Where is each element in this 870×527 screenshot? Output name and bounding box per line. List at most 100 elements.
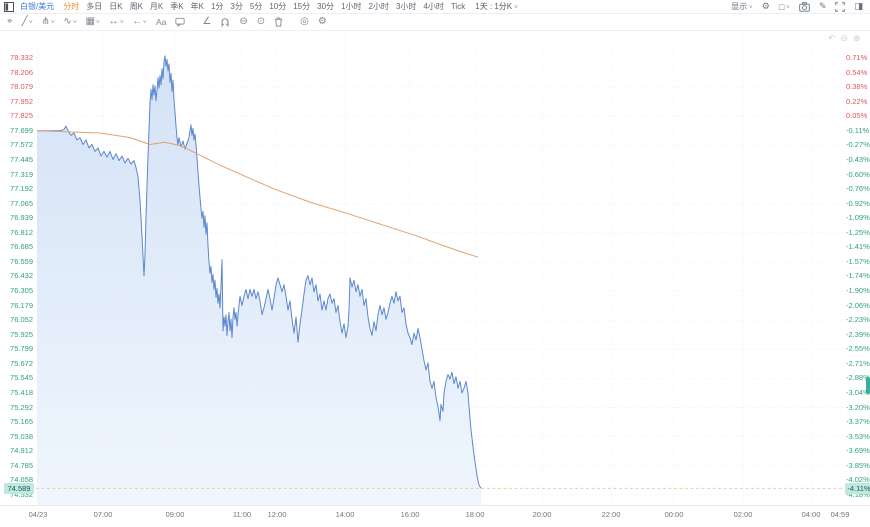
average-price-line — [36, 130, 479, 258]
price-chart-canvas[interactable] — [0, 31, 870, 505]
drawing-toolbar: ⌖ ╱ ∨ ⋔ ∨ ∿ ∨ ▦ ∨ ↔ ∨ ← ∨ Aa ∠ ⊖ ⊙ ◎ ⚙ — [0, 14, 870, 31]
interval-tab[interactable]: 多日 — [86, 2, 103, 11]
arrow-tool-icon[interactable]: ← ∨ — [132, 14, 147, 30]
interval-tab[interactable]: 日K — [109, 2, 123, 11]
chevron-down-icon: ∨ — [72, 19, 78, 25]
percent-axis-label: -0.11% — [846, 125, 870, 135]
time-axis-label: 04:59 — [830, 510, 850, 519]
interval-tab[interactable]: Tick — [450, 2, 466, 11]
price-axis-label: 78.206 — [10, 67, 33, 77]
scroll-indicator[interactable] — [866, 377, 870, 394]
interval-tab[interactable]: 10分 — [269, 2, 287, 11]
percent-axis-label: -3.20% — [846, 402, 870, 412]
comment-tool-icon[interactable] — [175, 17, 185, 27]
interval-selector[interactable]: 1天 : 1分K ∨ — [475, 1, 518, 12]
interval-tab[interactable]: 年K — [190, 2, 204, 11]
interval-tab[interactable]: 1小时 — [341, 2, 362, 11]
interval-tab[interactable]: 周K — [129, 2, 143, 11]
interval-tab[interactable]: 月K — [149, 2, 164, 11]
price-axis-label: 75.799 — [10, 344, 33, 354]
percent-axis-label: -2.39% — [846, 329, 870, 339]
percent-axis-label: -3.69% — [846, 446, 870, 456]
wave-tool-icon[interactable]: ∿ ∨ — [63, 14, 78, 30]
window-layout-icon[interactable] — [4, 1, 14, 12]
interval-tab[interactable]: 1分 — [210, 2, 224, 11]
price-axis-label: 77.192 — [10, 184, 33, 194]
time-axis-label: 11:00 — [232, 510, 252, 519]
price-axis-label: 76.305 — [10, 286, 33, 296]
percent-axis-label: 0.54% — [846, 67, 868, 77]
trash-tool-icon[interactable] — [274, 17, 283, 27]
camera-icon[interactable] — [799, 1, 810, 12]
price-axis-label: 76.432 — [10, 271, 33, 281]
chevron-down-icon: ∨ — [748, 3, 754, 10]
measure-tool-icon[interactable]: ↔ ∨ — [109, 14, 124, 30]
time-axis-label: 16:00 — [400, 510, 420, 519]
price-axis-label: 78.332 — [10, 53, 33, 62]
time-axis-label: 18:00 — [465, 510, 485, 519]
undo-icon[interactable]: ↶ — [828, 33, 836, 43]
chevron-down-icon: ∨ — [27, 19, 34, 25]
pencil-icon[interactable]: ✎ — [818, 1, 827, 11]
percent-axis-label: 0.22% — [846, 96, 868, 106]
trend-line-tool-icon[interactable]: ╱ ∨ — [22, 14, 33, 30]
interval-tab[interactable]: 季K — [170, 2, 184, 11]
interval-tab[interactable]: 4小时 — [423, 2, 444, 11]
current-change-label: -4.11% — [845, 482, 870, 494]
fullscreen-icon[interactable] — [835, 1, 846, 12]
price-axis-label: 74.912 — [10, 446, 33, 456]
eraser-tool-icon[interactable]: ⊖ — [239, 16, 248, 27]
zoom-in-icon[interactable]: ⊕ — [853, 33, 861, 43]
price-axis-label: 78.079 — [10, 82, 33, 92]
settings-gear-icon[interactable]: ⚙ — [761, 1, 770, 11]
magnet-tool-icon[interactable] — [220, 17, 230, 28]
interval-tab[interactable]: 分时 — [63, 2, 80, 11]
display-dropdown[interactable]: 显示 ∨ — [731, 2, 754, 11]
interval-tab[interactable]: 30分 — [317, 2, 335, 11]
price-axis-label: 77.319 — [10, 169, 33, 179]
percent-axis-label: -3.53% — [846, 431, 870, 441]
interval-tab[interactable]: 3分 — [230, 2, 243, 11]
percent-axis-label: -3.85% — [846, 460, 870, 470]
interval-tab[interactable]: 2小时 — [368, 2, 389, 11]
chevron-down-icon: ∨ — [118, 19, 124, 25]
price-axis-label: 75.672 — [10, 358, 33, 368]
pitchfork-tool-icon[interactable]: ⋔ ∨ — [41, 14, 55, 30]
price-axis-label: 76.559 — [10, 256, 33, 266]
price-axis-label: 75.418 — [10, 388, 33, 398]
symbol-name[interactable]: 白银/美元 — [20, 2, 55, 11]
disc-tool-icon[interactable]: ◎ — [300, 16, 309, 27]
crosshair-tool-icon[interactable]: ⌖ — [7, 16, 13, 27]
price-axis-label: 77.825 — [10, 111, 33, 121]
gear-tool-icon[interactable]: ⚙ — [317, 16, 327, 27]
price-axis-label: 76.939 — [10, 213, 33, 223]
percent-axis-label: -0.76% — [846, 184, 870, 194]
interval-tab[interactable]: 5分 — [249, 2, 263, 11]
panel-right-icon[interactable]: ◨ — [854, 1, 863, 11]
price-axis-label: 76.812 — [10, 227, 33, 237]
time-axis-label: 02:00 — [733, 510, 753, 519]
time-axis-label: 04:00 — [801, 510, 821, 519]
percent-axis-label: -1.90% — [846, 286, 870, 296]
price-axis-label: 75.545 — [10, 373, 33, 383]
percent-axis-label: -1.41% — [846, 242, 870, 252]
angle-tool-icon[interactable]: ∠ — [202, 16, 212, 27]
price-axis-label: 75.038 — [10, 431, 33, 441]
time-axis-label: 14:00 — [335, 510, 355, 519]
percent-axis-label: -1.57% — [846, 256, 870, 266]
zoom-out-icon[interactable]: ⊖ — [840, 33, 849, 43]
pattern-tool-icon[interactable]: ▦ ∨ — [85, 14, 100, 30]
percent-axis-label: 0.71% — [846, 53, 868, 62]
interval-tab[interactable]: 15分 — [293, 2, 311, 11]
price-axis-label: 75.292 — [10, 402, 33, 412]
percent-axis-label: 0.38% — [846, 82, 868, 92]
time-axis-label: 09:00 — [165, 510, 185, 519]
percent-axis-label: -0.92% — [846, 198, 870, 208]
time-axis-label: 20:00 — [532, 510, 552, 519]
dot-circle-tool-icon[interactable]: ⊙ — [256, 16, 266, 27]
price-axis-label: 77.699 — [10, 125, 33, 135]
text-tool[interactable]: Aa — [155, 17, 167, 27]
interval-tab[interactable]: 3小时 — [395, 2, 417, 11]
percent-axis-label: -2.06% — [846, 300, 870, 310]
layout-select-icon[interactable]: □ ∨ — [778, 1, 791, 12]
